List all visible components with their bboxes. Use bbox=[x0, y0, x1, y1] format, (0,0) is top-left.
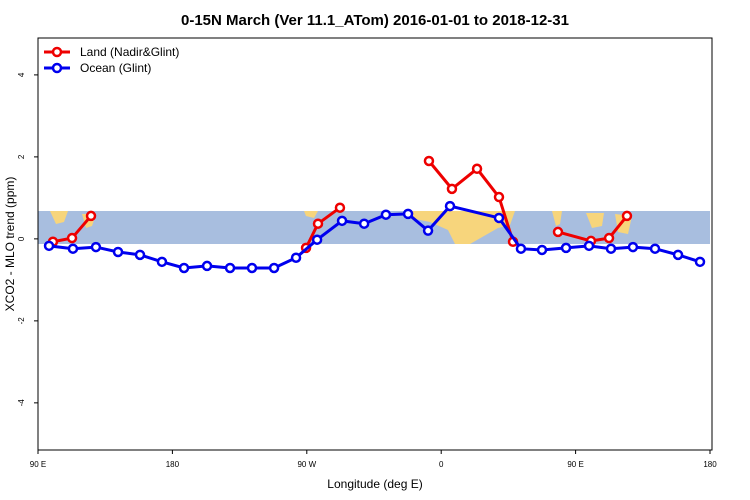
x-tick-label: 90 E bbox=[30, 460, 46, 469]
data-point bbox=[336, 215, 348, 227]
y-tick-label: -2 bbox=[17, 317, 26, 325]
data-point bbox=[694, 256, 706, 268]
data-point bbox=[583, 240, 595, 252]
data-point bbox=[536, 244, 548, 256]
data-point bbox=[85, 210, 97, 222]
data-point bbox=[90, 241, 102, 253]
data-point bbox=[493, 191, 505, 203]
data-point bbox=[178, 262, 190, 274]
data-point bbox=[422, 225, 434, 236]
data-point bbox=[552, 226, 564, 238]
data-point bbox=[201, 260, 213, 272]
legend-marker bbox=[51, 46, 63, 58]
y-tick-label: 0 bbox=[17, 236, 26, 241]
data-point bbox=[43, 240, 55, 252]
x-tick-label: 0 bbox=[439, 460, 444, 469]
data-point bbox=[224, 262, 236, 274]
data-point bbox=[134, 249, 146, 261]
data-point bbox=[312, 218, 324, 229]
data-point bbox=[493, 212, 505, 224]
legend-label: Ocean (Glint) bbox=[80, 61, 151, 75]
data-point bbox=[672, 249, 684, 261]
data-point bbox=[649, 243, 661, 254]
data-point bbox=[515, 243, 527, 254]
data-point bbox=[603, 232, 615, 244]
data-point bbox=[423, 155, 435, 167]
data-point bbox=[311, 234, 323, 245]
data-point bbox=[290, 252, 302, 263]
x-tick-label: 90 E bbox=[567, 460, 583, 469]
data-point bbox=[246, 262, 258, 274]
data-point bbox=[334, 202, 346, 213]
data-point bbox=[156, 256, 168, 268]
legend-marker bbox=[51, 62, 63, 74]
data-point bbox=[66, 232, 78, 244]
data-point bbox=[560, 242, 572, 254]
data-point bbox=[627, 241, 639, 253]
chart-title: 0-15N March (Ver 11.1_ATom) 2016-01-01 t… bbox=[181, 12, 569, 29]
data-point bbox=[358, 218, 370, 229]
plot-frame bbox=[37, 37, 713, 451]
y-tick-label: -4 bbox=[17, 399, 26, 407]
y-tick-label: 4 bbox=[17, 72, 26, 77]
data-point bbox=[402, 208, 414, 220]
data-point bbox=[605, 243, 617, 254]
data-point bbox=[268, 262, 280, 274]
data-point bbox=[621, 210, 633, 222]
x-tick-label: 180 bbox=[703, 460, 717, 469]
y-tick-label: 2 bbox=[17, 154, 26, 159]
x-tick-label: 90 W bbox=[297, 460, 316, 469]
x-axis-label: Longitude (deg E) bbox=[327, 477, 422, 491]
data-point bbox=[67, 243, 79, 254]
x-tick-label: 180 bbox=[166, 460, 180, 469]
legend-label: Land (Nadir&Glint) bbox=[80, 45, 179, 59]
data-point bbox=[444, 200, 456, 212]
data-point bbox=[446, 183, 458, 195]
data-point bbox=[380, 209, 392, 220]
data-point bbox=[471, 163, 483, 175]
y-axis-label: XCO2 - MLO trend (ppm) bbox=[3, 177, 17, 312]
data-point bbox=[112, 246, 124, 258]
